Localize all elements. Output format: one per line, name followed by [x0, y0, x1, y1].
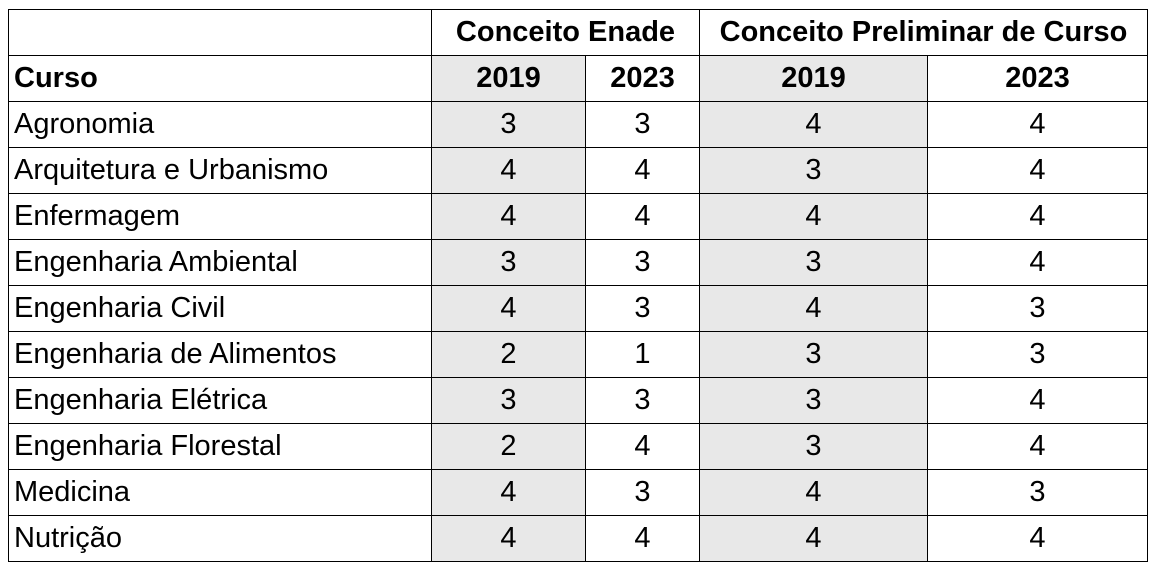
value-cell-enade-2019: 3	[431, 377, 586, 424]
table-row: Engenharia Civil 4 3 4 3	[8, 285, 1148, 332]
value-cell-enade-2023: 3	[585, 285, 700, 332]
value-cell-cpc-2023: 4	[927, 147, 1148, 194]
value-cell-cpc-2019: 3	[699, 377, 928, 424]
value-cell-enade-2023: 3	[585, 469, 700, 516]
header-group-cpc: Conceito Preliminar de Curso	[699, 9, 1148, 56]
value-cell-cpc-2023: 4	[927, 377, 1148, 424]
value-cell-enade-2019: 2	[431, 423, 586, 470]
header-row: Curso 2019 2023 2019 2023	[8, 55, 1148, 102]
value-cell-enade-2023: 4	[585, 147, 700, 194]
value-cell-cpc-2019: 3	[699, 239, 928, 286]
value-cell-cpc-2019: 3	[699, 147, 928, 194]
value-cell-enade-2019: 2	[431, 331, 586, 378]
column-header-enade-2023: 2023	[585, 55, 700, 102]
value-cell-cpc-2019: 3	[699, 331, 928, 378]
concept-table: Conceito Enade Conceito Preliminar de Cu…	[8, 9, 1148, 562]
course-name-cell: Engenharia Elétrica	[8, 377, 432, 424]
course-name-cell: Agronomia	[8, 101, 432, 148]
table-row: Medicina 4 3 4 3	[8, 469, 1148, 516]
table-container: Conceito Enade Conceito Preliminar de Cu…	[8, 9, 1148, 562]
course-name-cell: Engenharia de Alimentos	[8, 331, 432, 378]
table-body: Agronomia 3 3 4 4 Arquitetura e Urbanismo 4 4 3 4…	[8, 101, 1148, 562]
value-cell-enade-2023: 4	[585, 515, 700, 562]
value-cell-cpc-2023: 4	[927, 423, 1148, 470]
value-cell-cpc-2019: 3	[699, 423, 928, 470]
table-row: Nutrição 4 4 4 4	[8, 515, 1148, 562]
table-row: Engenharia Elétrica 3 3 3 4	[8, 377, 1148, 424]
value-cell-cpc-2023: 4	[927, 101, 1148, 148]
value-cell-cpc-2023: 4	[927, 239, 1148, 286]
value-cell-enade-2023: 4	[585, 423, 700, 470]
value-cell-cpc-2023: 4	[927, 193, 1148, 240]
header-group-enade: Conceito Enade	[431, 9, 700, 56]
value-cell-cpc-2019: 4	[699, 101, 928, 148]
value-cell-enade-2023: 3	[585, 101, 700, 148]
course-name-cell: Enfermagem	[8, 193, 432, 240]
value-cell-enade-2023: 3	[585, 377, 700, 424]
table-row: Engenharia de Alimentos 2 1 3 3	[8, 331, 1148, 378]
course-name-cell: Engenharia Ambiental	[8, 239, 432, 286]
value-cell-enade-2023: 1	[585, 331, 700, 378]
value-cell-enade-2019: 3	[431, 101, 586, 148]
value-cell-enade-2023: 4	[585, 193, 700, 240]
column-header-cpc-2023: 2023	[927, 55, 1148, 102]
header-group-empty	[8, 9, 432, 56]
value-cell-cpc-2019: 4	[699, 193, 928, 240]
header-group-row: Conceito Enade Conceito Preliminar de Cu…	[8, 9, 1148, 56]
course-name-cell: Engenharia Civil	[8, 285, 432, 332]
value-cell-cpc-2019: 4	[699, 469, 928, 516]
table-row: Engenharia Ambiental 3 3 3 4	[8, 239, 1148, 286]
value-cell-cpc-2023: 3	[927, 469, 1148, 516]
value-cell-cpc-2023: 4	[927, 515, 1148, 562]
course-name-cell: Arquitetura e Urbanismo	[8, 147, 432, 194]
table-row: Agronomia 3 3 4 4	[8, 101, 1148, 148]
value-cell-enade-2019: 4	[431, 193, 586, 240]
value-cell-enade-2023: 3	[585, 239, 700, 286]
value-cell-enade-2019: 3	[431, 239, 586, 286]
value-cell-cpc-2019: 4	[699, 515, 928, 562]
value-cell-enade-2019: 4	[431, 285, 586, 332]
table-row: Engenharia Florestal 2 4 3 4	[8, 423, 1148, 470]
table-row: Arquitetura e Urbanismo 4 4 3 4	[8, 147, 1148, 194]
value-cell-enade-2019: 4	[431, 147, 586, 194]
course-name-cell: Engenharia Florestal	[8, 423, 432, 470]
value-cell-cpc-2023: 3	[927, 331, 1148, 378]
table-row: Enfermagem 4 4 4 4	[8, 193, 1148, 240]
value-cell-cpc-2019: 4	[699, 285, 928, 332]
value-cell-enade-2019: 4	[431, 515, 586, 562]
column-header-enade-2019: 2019	[431, 55, 586, 102]
value-cell-cpc-2023: 3	[927, 285, 1148, 332]
column-header-curso: Curso	[8, 55, 432, 102]
column-header-cpc-2019: 2019	[699, 55, 928, 102]
course-name-cell: Nutrição	[8, 515, 432, 562]
course-name-cell: Medicina	[8, 469, 432, 516]
value-cell-enade-2019: 4	[431, 469, 586, 516]
